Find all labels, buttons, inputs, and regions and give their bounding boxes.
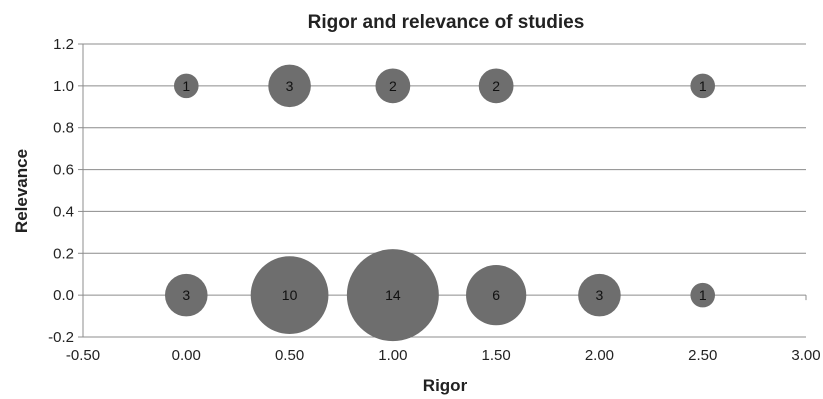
bubble-count-label: 2	[492, 78, 500, 94]
bubble	[690, 73, 716, 99]
bubble	[173, 73, 199, 99]
gridlines	[83, 43, 806, 338]
bubble-count-label: 3	[596, 287, 604, 303]
bubble-count-label: 2	[389, 78, 397, 94]
axes: 1.2 1.0 0.8 0.6 0.4 0.2 0.0 -0.2-0.50 0.00 0.50 1.…	[48, 36, 820, 364]
y-axis-title: Relevance	[12, 149, 31, 233]
bubble-count-label: 3	[182, 287, 190, 303]
y-tick-label: 0.0	[53, 287, 74, 304]
y-tick-label: 1.2	[53, 36, 74, 53]
bubble-count-label: 14	[385, 287, 401, 303]
bubble	[578, 273, 621, 317]
y-tick-label: 0.8	[53, 120, 74, 137]
x-tick-label: 0.00	[172, 347, 201, 364]
y-tick-label: 0.2	[53, 245, 74, 262]
bubble	[466, 265, 527, 326]
bubble-count-label: 10	[282, 287, 298, 303]
chart-title: Rigor and relevance of studies	[308, 12, 585, 33]
x-tick-label: 3.00	[791, 347, 820, 364]
bubble-count-label: 6	[492, 287, 500, 303]
bubble-count-label: 1	[699, 287, 707, 303]
bubble-count-label: 1	[182, 78, 190, 94]
bubble-labels: 1 3 2 2 1 3 10 14 6 3 1	[182, 78, 706, 303]
x-tick-label: 2.50	[688, 347, 717, 364]
x-tick-label: 0.50	[275, 347, 304, 364]
bubble	[250, 256, 329, 335]
y-tick-label: 0.4	[53, 203, 74, 220]
bubble	[164, 273, 208, 317]
x-tick-label: 2.00	[585, 347, 614, 364]
bubble	[690, 282, 716, 308]
bubble	[346, 249, 439, 342]
y-tick-label: 0.6	[53, 162, 74, 179]
bubble-count-label: 1	[699, 78, 707, 94]
bubbles	[164, 64, 716, 342]
y-tick-label: 1.0	[53, 78, 74, 95]
bubble-count-label: 3	[286, 78, 294, 94]
bubble	[478, 68, 514, 104]
bubble	[375, 68, 411, 104]
x-tick-label: -0.50	[66, 347, 100, 364]
bubble	[268, 64, 311, 108]
x-tick-label: 1.00	[378, 347, 407, 364]
x-tick-label: 1.50	[482, 347, 511, 364]
x-axis-title: Rigor	[423, 376, 468, 395]
y-tick-label: -0.2	[48, 329, 74, 346]
